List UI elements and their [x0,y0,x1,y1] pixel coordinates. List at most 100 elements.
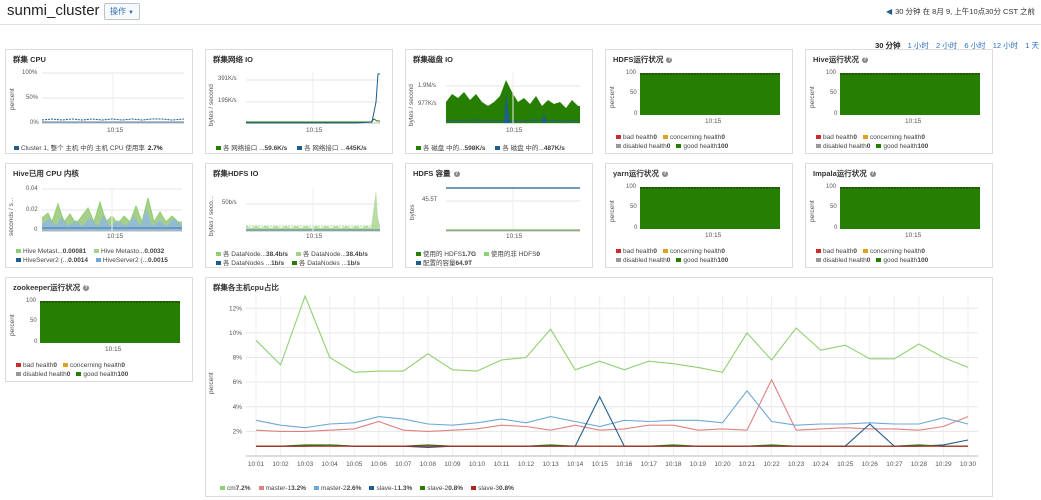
legend-label: slave-1 [376,485,398,492]
legend-item-master-2[interactable]: master-22.6% [313,485,361,492]
legend-item[interactable]: HiveServer2 (...0.0014 [16,257,88,264]
help-icon[interactable]: ? [83,285,90,291]
legend-item[interactable]: 各 网络接口 ...59.6K/s [216,145,287,152]
legend-row: bad health0 concerning health0 [16,362,125,369]
legend-item-cm[interactable]: cm7.2% [220,485,251,492]
legend-item[interactable]: bad health0 [816,248,857,255]
legend-item[interactable]: disabled health0 [616,143,670,150]
help-icon[interactable]: ? [661,171,668,177]
legend-item[interactable]: HiveServer2 (...0.0015 [95,257,168,264]
help-icon[interactable]: ? [869,171,876,177]
legend-swatch [416,146,421,151]
time-info[interactable]: ◀ 30 分钟 在 8月 9, 上午10点30分 CST 之前 [886,6,1035,17]
legend-value: 100 [717,257,729,264]
legend-item[interactable]: Hive Metast...0.00081 [16,248,86,255]
legend-item[interactable]: bad health0 [616,134,657,141]
y-tick: 0 [834,225,838,231]
legend-item[interactable]: Cluster 1, 整个 主机 中的 主机 CPU 使用率 2.7% [14,142,163,152]
yarn-health-panel[interactable]: yarn运行状况? percent 100 50 0 10:15 bad health0 co… [605,163,793,268]
cluster-hdfs-io-panel[interactable]: 群集HDFS IO bytes / seco... 50b/s 10:15 各 … [205,163,393,268]
legend-item[interactable]: concerning health0 [663,134,725,141]
cluster-network-io-panel[interactable]: 群集网络 IO bytes / second 391K/s 195K/s 10:… [205,49,393,154]
hive-cpu-cores-panel[interactable]: Hive已用 CPU 内核 seconds / s... 0.04 0.02 0… [5,163,193,268]
legend-item[interactable]: 各 DataNodes ...1b/s [291,260,360,267]
range-1d[interactable]: 1 天 [1025,41,1039,50]
legend-label: 各 DataNode... [223,251,266,258]
legend-item[interactable]: bad health0 [616,248,657,255]
y-tick: 50 [830,90,837,96]
legend-item[interactable]: bad health0 [816,134,857,141]
y-axis-label: percent [809,86,816,108]
range-1h[interactable]: 1 小时 [907,41,929,50]
hdfs-health-panel[interactable]: HDFS运行状况? percent 100 50 0 10:15 bad health0 co… [605,49,793,154]
legend-item[interactable]: 各 DataNode...38.4b/s [216,251,288,258]
x-tick: 10:19 [690,461,707,468]
legend-item[interactable]: Hive Metasto...0.0032 [94,248,164,255]
legend-item-master-1[interactable]: master-13.2% [258,485,306,492]
help-icon[interactable]: ? [453,171,460,177]
range-6h[interactable]: 6 小时 [964,41,986,50]
legend-item[interactable]: concerning health0 [863,248,925,255]
legend-row: disabled health0 good health100 [616,257,728,264]
legend-item[interactable]: good health100 [876,257,928,264]
x-tick: 10:12 [518,461,535,468]
legend-item[interactable]: disabled health0 [16,371,70,378]
cluster-cpu-panel[interactable]: 群集 CPU percent 100% 50% 0% 10:15 Cluster… [5,49,193,154]
help-icon[interactable]: ? [861,57,868,63]
legend-label: good health [83,371,118,378]
legend-row: disabled health0 good health100 [616,143,728,150]
legend-item[interactable]: good health100 [876,143,928,150]
legend-swatch [258,486,264,491]
legend-item-slave-3[interactable]: slave-30.8% [471,485,514,492]
legend-item[interactable]: 各 DataNodes ...1b/s [216,260,284,267]
legend-item[interactable]: 配置的容量64.9T [416,260,472,267]
panel-title: Hive运行状况? [813,54,868,65]
legend-item[interactable]: disabled health0 [816,257,870,264]
legend-label: Cluster 1, 整个 主机 中的 主机 CPU 使用率 [21,145,145,152]
range-30min[interactable]: 30 分钟 [875,41,901,50]
y-tick: 10% [229,330,242,337]
health-chart [40,301,180,343]
legend-item[interactable]: good health100 [676,143,728,150]
y-tick: 0.04 [26,186,38,192]
back-arrow-icon[interactable]: ◀ [885,7,893,16]
legend-swatch [216,261,221,266]
operations-label: 操作 [110,7,126,16]
legend-item[interactable]: 使用的非 HDFS0 [483,251,540,258]
range-12h[interactable]: 12 小时 [992,41,1019,50]
legend-item[interactable]: 各 网络接口 ...445K/s [297,145,367,152]
y-tick: 6% [233,379,243,386]
legend-item[interactable]: disabled health0 [616,257,670,264]
legend-item[interactable]: 各 DataNode...38.4b/s [295,251,368,258]
legend-item[interactable]: disabled health0 [816,143,870,150]
legend-item-slave-1[interactable]: slave-11.3% [369,485,412,492]
legend-item[interactable]: bad health0 [16,362,57,369]
legend-item[interactable]: good health100 [76,371,128,378]
legend-swatch [816,249,821,254]
impala-health-panel[interactable]: Impala运行状况? percent 100 50 0 10:15 bad health0… [805,163,993,268]
legend-value: 0.0032 [144,248,165,255]
hdfs-capacity-panel[interactable]: HDFS 容量? bytes 45.5T 10:15 使用的 HDFS1.7G … [405,163,593,268]
hive-health-panel[interactable]: Hive运行状况? percent 100 50 0 10:15 bad health0 co… [805,49,993,154]
x-tick: 10:26 [862,461,879,468]
legend-item[interactable]: 各 磁盘 中的...487K/s [495,145,565,152]
legend-item[interactable]: 使用的 HDFS1.7G [416,251,476,258]
zookeeper-health-panel[interactable]: zookeeper运行状况? percent 100 50 0 10:15 bad heal… [5,277,193,382]
host-cpu-chart-panel[interactable]: 群集各主机cpu占比 percent 12% 10% 8% 6% 4% 2% 10:01 10… [205,277,993,497]
range-2h[interactable]: 2 小时 [935,41,958,50]
help-icon[interactable]: ? [666,57,673,63]
legend-value: 1.3% [397,485,413,492]
legend-item[interactable]: good health100 [676,257,728,264]
legend-item-slave-2[interactable]: slave-20.8% [420,485,463,492]
y-tick: 0 [834,111,838,117]
legend-item[interactable]: concerning health0 [63,362,125,369]
chart-title: 群集各主机cpu占比 [213,283,279,292]
legend-row: Hive Metast...0.00081 Hive Metasto...0.0… [16,248,164,255]
legend-row: disabled health0 good health100 [816,143,928,150]
legend-item[interactable]: concerning health0 [863,134,925,141]
legend-item[interactable]: concerning health0 [663,248,725,255]
panel-title: Hive已用 CPU 内核 [13,169,79,178]
operations-dropdown[interactable]: 操作 ▼ [104,3,140,20]
cluster-disk-io-panel[interactable]: 群集磁盘 IO bytes / second 1.9M/s 977K/s 10:… [405,49,593,154]
legend-item[interactable]: 各 磁盘 中的...598K/s [416,145,486,152]
